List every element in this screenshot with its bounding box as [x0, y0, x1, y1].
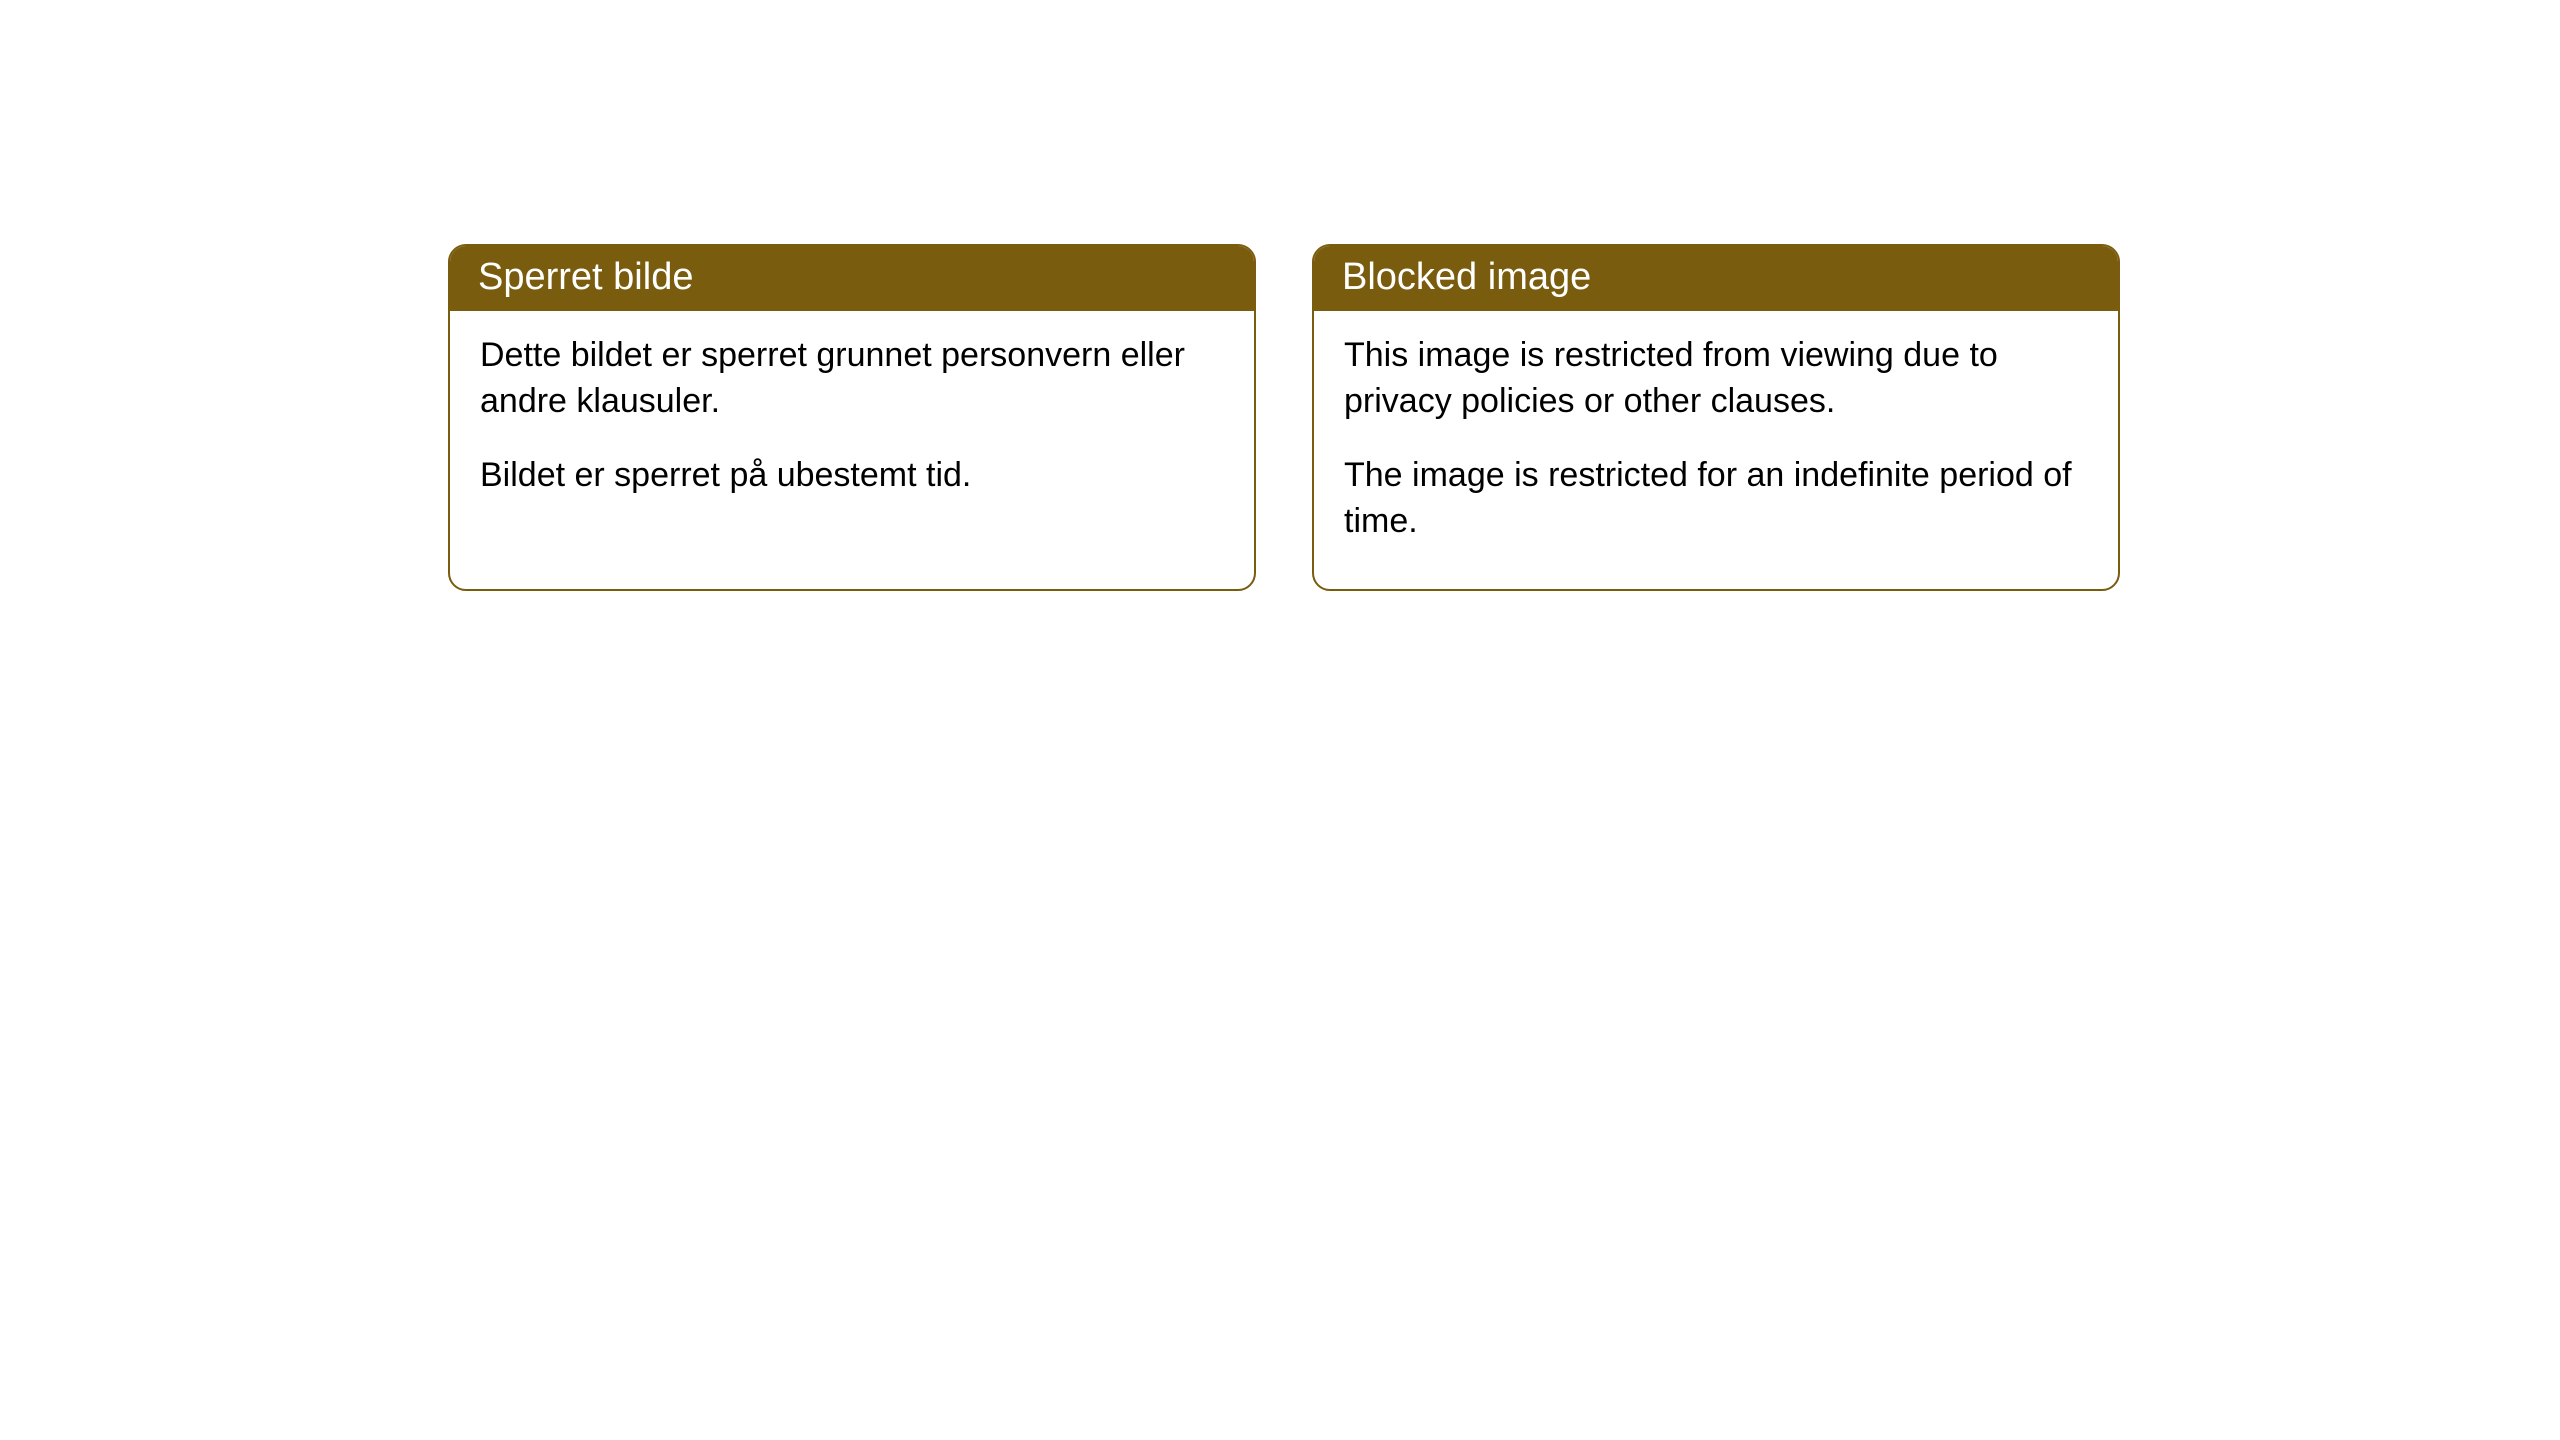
card-header: Blocked image [1314, 246, 2118, 311]
notice-cards-container: Sperret bilde Dette bildet er sperret gr… [0, 0, 2560, 591]
card-title: Blocked image [1342, 256, 1591, 298]
card-text-line2: Bildet er sperret på ubestemt tid. [480, 453, 1224, 499]
blocked-image-card-en: Blocked image This image is restricted f… [1312, 244, 2120, 591]
card-text-line2: The image is restricted for an indefinit… [1344, 453, 2088, 545]
card-header: Sperret bilde [450, 246, 1254, 311]
card-body: Dette bildet er sperret grunnet personve… [450, 311, 1254, 543]
card-text-line1: This image is restricted from viewing du… [1344, 333, 2088, 425]
card-title: Sperret bilde [478, 256, 693, 298]
card-text-line1: Dette bildet er sperret grunnet personve… [480, 333, 1224, 425]
card-body: This image is restricted from viewing du… [1314, 311, 2118, 589]
blocked-image-card-no: Sperret bilde Dette bildet er sperret gr… [448, 244, 1256, 591]
